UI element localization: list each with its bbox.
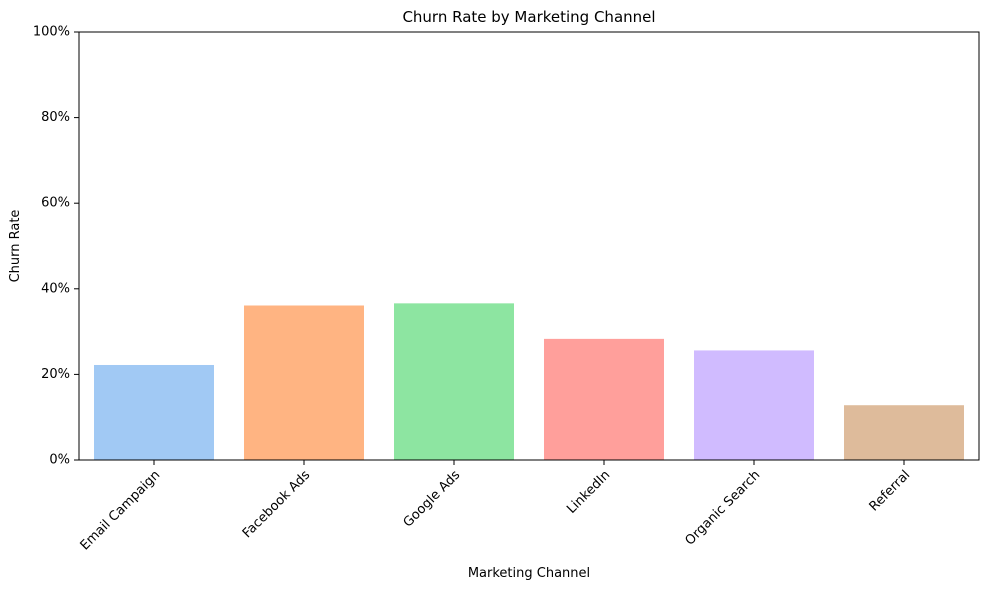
y-tick-label: 0% bbox=[49, 453, 70, 468]
bar-referral bbox=[844, 405, 964, 460]
y-tick-label: 100% bbox=[33, 25, 70, 40]
x-tick-label: Google Ads bbox=[401, 468, 464, 531]
bar-email-campaign bbox=[94, 364, 214, 460]
x-tick-label: Referral bbox=[867, 468, 914, 515]
y-axis-title: Churn Rate bbox=[8, 210, 23, 283]
bar-facebook-ads bbox=[244, 305, 364, 460]
x-tick-label: LinkedIn bbox=[564, 468, 613, 517]
bar-google-ads bbox=[394, 303, 514, 460]
y-axis: 0% 20% 40% 60% 80% 100% bbox=[33, 25, 79, 468]
y-tick-label: 40% bbox=[41, 281, 70, 296]
bars-group bbox=[94, 303, 964, 460]
y-tick-label: 20% bbox=[41, 367, 70, 382]
y-tick-label: 60% bbox=[41, 196, 70, 211]
x-tick-label: Facebook Ads bbox=[240, 468, 314, 542]
x-tick-label: Organic Search bbox=[682, 468, 763, 549]
bar-organic-search bbox=[694, 350, 814, 460]
bar-linkedin bbox=[544, 338, 664, 460]
x-axis: Email Campaign Facebook Ads Google Ads Link… bbox=[78, 460, 914, 554]
chart-title: Churn Rate by Marketing Channel bbox=[402, 8, 655, 26]
plot-frame bbox=[78, 31, 980, 461]
x-tick-label: Email Campaign bbox=[78, 468, 164, 554]
y-tick-label: 80% bbox=[41, 110, 70, 125]
x-axis-title: Marketing Channel bbox=[468, 566, 590, 581]
